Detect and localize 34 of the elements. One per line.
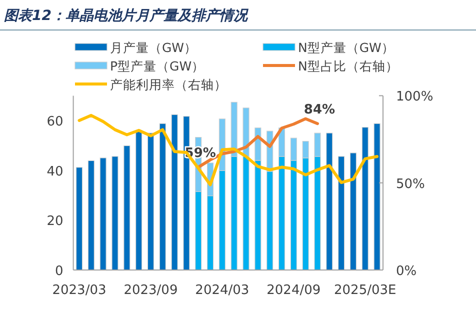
y-tick-label: 0 bbox=[55, 264, 64, 279]
bar bbox=[88, 160, 94, 270]
x-tick-label: 2025/03E bbox=[334, 283, 396, 298]
bar bbox=[124, 145, 130, 270]
bar bbox=[171, 114, 178, 270]
x-tick-label: 2023/03 bbox=[52, 283, 106, 298]
bar bbox=[136, 130, 142, 270]
bar bbox=[374, 123, 380, 270]
bar bbox=[350, 152, 357, 270]
y-tick-label: 20 bbox=[46, 214, 64, 230]
data-label: 84% bbox=[304, 102, 336, 118]
line-series bbox=[78, 114, 379, 186]
bar bbox=[76, 167, 83, 270]
y-tick-label: 40 bbox=[46, 164, 64, 180]
bar bbox=[147, 132, 154, 270]
y2-tick-label: 50% bbox=[396, 176, 425, 192]
bar bbox=[100, 158, 106, 270]
bar bbox=[326, 132, 333, 270]
y2-tick-label: 0% bbox=[396, 264, 417, 279]
bar bbox=[362, 127, 368, 270]
legend-label: P型产量（GW） bbox=[110, 58, 205, 74]
y-tick-label: 60 bbox=[46, 114, 64, 130]
x-tick-label: 2024/03 bbox=[195, 283, 250, 298]
x-tick-label: 2024/09 bbox=[266, 283, 321, 298]
chart-title: 图表12：单晶电池片月产量及排产情况 bbox=[4, 7, 250, 24]
legend-label: 产能利用率（右轴） bbox=[110, 77, 227, 92]
legend-label: 月产量（GW） bbox=[110, 40, 198, 55]
bar bbox=[338, 156, 345, 270]
bar bbox=[112, 156, 118, 270]
y2-tick-label: 100% bbox=[396, 90, 434, 105]
x-tick-label: 2023/09 bbox=[124, 283, 178, 298]
legend-label: N型产量（GW） bbox=[298, 40, 394, 55]
legend-label: N型占比（右轴） bbox=[298, 58, 398, 74]
bar bbox=[159, 123, 166, 270]
